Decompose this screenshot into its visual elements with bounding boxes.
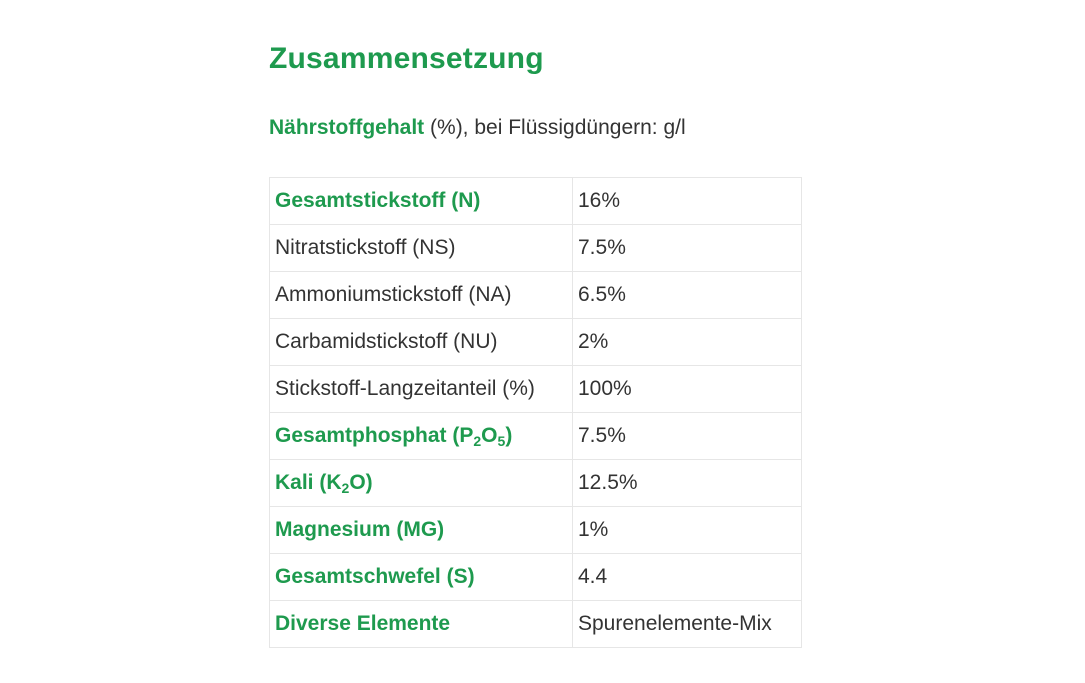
nutrient-value: 2% [572,318,802,366]
nutrient-label: Carbamidstickstoff (NU) [275,330,498,353]
nutrient-label-cell: Gesamtphosphat (P2O5) [269,412,573,460]
table-row: Stickstoff-Langzeitanteil (%) 100% [269,365,802,413]
nutrient-value: 1% [572,506,802,554]
label-part: Gesamtphosphat (P [275,424,474,447]
nutrient-label-cell: Stickstoff-Langzeitanteil (%) [269,365,573,413]
label-part: Carbamidstickstoff (NU) [275,330,498,353]
label-part: Magnesium (MG) [275,518,445,541]
nutrient-label-cell: Magnesium (MG) [269,506,573,554]
label-part: Nitratstickstoff (NS) [275,236,456,259]
subtitle: Nährstoffgehalt (%), bei Flüssigdüngern:… [269,116,686,140]
nutrient-value: 100% [572,365,802,413]
nutrient-label: Ammoniumstickstoff (NA) [275,283,512,306]
nutrient-label-cell: Nitratstickstoff (NS) [269,224,573,272]
label-part: ) [505,424,513,447]
nutrient-value: 4.4 [572,553,802,601]
table-row: Gesamtschwefel (S) 4.4 [269,553,802,601]
nutrient-label: Kali (K2O) [275,471,373,496]
table-row: Kali (K2O) 12.5% [269,459,802,507]
nutrient-label-cell: Kali (K2O) [269,459,573,507]
nutrient-label: Gesamtschwefel (S) [275,565,475,588]
label-part: Diverse Elemente [275,612,451,635]
table-row: Diverse Elemente Spurenelemente-Mix [269,600,802,648]
nutrient-value: 16% [572,177,802,225]
nutrient-value: 12.5% [572,459,802,507]
nutrient-label: Magnesium (MG) [275,518,444,541]
nutrient-value: 7.5% [572,412,802,460]
nutrient-value: 6.5% [572,271,802,319]
label-part: Gesamtschwefel (S) [275,565,475,588]
label-part: Gesamtstickstoff (N) [275,189,481,212]
subscript: 2 [341,480,350,496]
nutrient-value: Spurenelemente-Mix [572,600,802,648]
subtitle-rest: (%), bei Flüssigdüngern: g/l [424,116,686,139]
table-row: Nitratstickstoff (NS) 7.5% [269,224,802,272]
composition-table-body: Gesamtstickstoff (N) 16% Nitratstickstoff … [269,177,802,648]
nutrient-label-cell: Gesamtschwefel (S) [269,553,573,601]
subscript: 2 [473,433,482,449]
nutrient-label: Diverse Elemente [275,612,450,635]
label-part: Stickstoff-Langzeitanteil (%) [275,377,535,400]
subscript: 5 [497,433,506,449]
label-part: Kali (K [275,471,342,494]
table-row: Carbamidstickstoff (NU) 2% [269,318,802,366]
table-row: Gesamtphosphat (P2O5) 7.5% [269,412,802,460]
nutrient-label: Gesamtstickstoff (N) [275,189,480,212]
nutrient-label-cell: Carbamidstickstoff (NU) [269,318,573,366]
label-part: O) [349,471,373,494]
table-row: Gesamtstickstoff (N) 16% [269,177,802,225]
label-part: Ammoniumstickstoff (NA) [275,283,512,306]
nutrient-label: Stickstoff-Langzeitanteil (%) [275,377,535,400]
page-title: Zusammensetzung [269,42,544,75]
table-row: Ammoniumstickstoff (NA) 6.5% [269,271,802,319]
label-part: O [481,424,498,447]
table-row: Magnesium (MG) 1% [269,506,802,554]
nutrient-label: Nitratstickstoff (NS) [275,236,455,259]
nutrient-value: 7.5% [572,224,802,272]
composition-table: Gesamtstickstoff (N) 16% Nitratstickstoff … [269,177,802,648]
nutrient-label-cell: Diverse Elemente [269,600,573,648]
subtitle-strong: Nährstoffgehalt [269,116,425,139]
nutrient-label-cell: Gesamtstickstoff (N) [269,177,573,225]
nutrient-label: Gesamtphosphat (P2O5) [275,424,513,449]
nutrient-label-cell: Ammoniumstickstoff (NA) [269,271,573,319]
